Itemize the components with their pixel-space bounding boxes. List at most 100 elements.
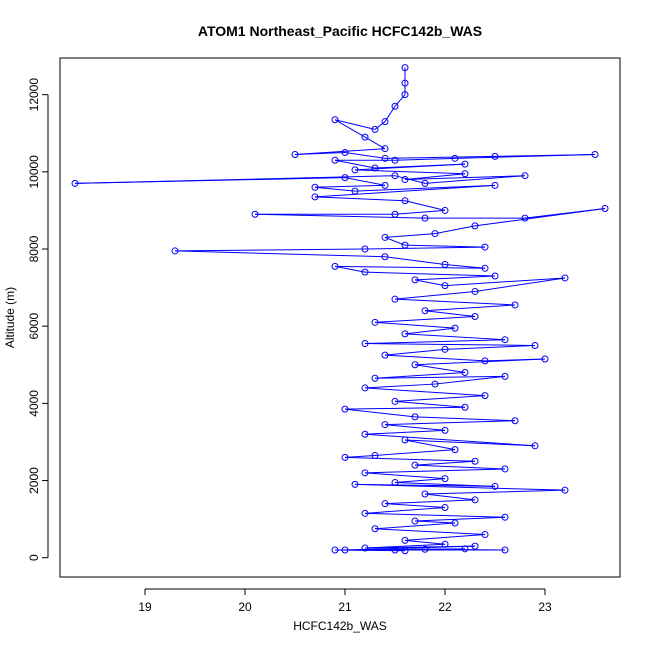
data-point xyxy=(431,380,439,388)
data-point xyxy=(491,152,499,160)
series-line-segment xyxy=(364,429,446,435)
series-line-segment xyxy=(404,244,486,248)
data-point xyxy=(511,301,519,309)
series-line-segment xyxy=(314,196,406,202)
data-point xyxy=(341,174,349,182)
data-point xyxy=(411,361,419,369)
data-point xyxy=(391,295,399,303)
data-point xyxy=(461,545,469,553)
data-point xyxy=(331,262,339,270)
y-tick-label: 12000 xyxy=(27,78,41,112)
series-line-segment xyxy=(364,136,386,150)
series-line-segment xyxy=(334,549,406,552)
y-tick-label: 8000 xyxy=(27,235,41,262)
data-point xyxy=(401,79,409,87)
data-point xyxy=(401,64,409,72)
y-tick-label: 6000 xyxy=(27,313,41,340)
data-point xyxy=(441,475,449,483)
series-line-segment xyxy=(294,152,346,155)
series-line-segment xyxy=(384,424,446,431)
data-point xyxy=(521,172,529,180)
series-line-segment xyxy=(344,408,416,418)
data-point xyxy=(411,461,419,469)
series-line-segment xyxy=(364,246,486,250)
data-point xyxy=(501,546,509,554)
series-line-segment xyxy=(364,472,446,480)
data-point xyxy=(171,247,179,255)
series-line-segment xyxy=(394,478,446,483)
data-point xyxy=(441,345,449,353)
data-point xyxy=(381,145,389,153)
series-line-segment xyxy=(474,207,606,227)
data-series xyxy=(71,64,609,555)
data-point xyxy=(331,156,339,164)
series-line-segment xyxy=(414,464,506,470)
data-point xyxy=(561,486,569,494)
data-point xyxy=(381,181,389,189)
series-line-segment xyxy=(344,177,386,186)
series-line-segment xyxy=(364,387,486,397)
data-point xyxy=(401,547,409,555)
data-point xyxy=(481,243,489,251)
series-line-segment xyxy=(384,233,436,238)
y-tick-label: 2000 xyxy=(27,467,41,494)
data-point xyxy=(391,546,399,554)
series-line-segment xyxy=(404,327,456,335)
data-point xyxy=(441,260,449,268)
data-point xyxy=(471,542,479,550)
data-point xyxy=(361,430,369,438)
data-point xyxy=(521,214,529,222)
data-point xyxy=(371,451,379,459)
series-line-segment xyxy=(394,290,476,300)
data-point xyxy=(441,282,449,290)
data-point xyxy=(391,210,399,218)
data-point xyxy=(481,531,489,539)
series-line-segment xyxy=(314,184,386,188)
series-line-segment xyxy=(394,395,486,402)
data-point xyxy=(461,160,469,168)
data-point xyxy=(371,318,379,326)
series-line-segment xyxy=(354,184,496,192)
data-point xyxy=(331,546,339,554)
data-point xyxy=(361,245,369,253)
series-line-segment xyxy=(344,406,466,410)
data-point xyxy=(471,313,479,321)
data-point xyxy=(391,156,399,164)
series-line-segment xyxy=(314,184,496,198)
series-line-segment xyxy=(334,159,376,169)
series-line-segment xyxy=(384,236,406,246)
series-line-segment xyxy=(414,364,466,373)
data-point xyxy=(451,519,459,527)
series-line-segment xyxy=(374,522,456,530)
data-point xyxy=(401,176,409,184)
data-point xyxy=(411,276,419,284)
data-point xyxy=(371,374,379,382)
series-line-segment xyxy=(344,456,476,462)
series-line-segment xyxy=(404,200,446,211)
data-point xyxy=(341,405,349,413)
series-line-segment xyxy=(374,375,506,379)
series-line-segment xyxy=(414,416,516,422)
series-line-segment xyxy=(444,263,486,269)
series-line-segment xyxy=(334,265,366,273)
series-line-segment xyxy=(444,344,536,350)
data-point xyxy=(501,513,509,521)
series-line-segment xyxy=(384,348,446,356)
series-line-segment xyxy=(414,520,456,524)
series-line-segment xyxy=(404,539,446,545)
data-point xyxy=(401,330,409,338)
data-point xyxy=(401,91,409,99)
data-point xyxy=(361,384,369,392)
data-point xyxy=(531,442,539,450)
data-point xyxy=(421,307,429,315)
series-line-segment xyxy=(364,343,536,346)
data-point xyxy=(481,264,489,272)
data-point xyxy=(471,287,479,295)
data-point xyxy=(401,436,409,444)
data-point xyxy=(421,545,429,553)
y-axis-label: Altitude (m) xyxy=(3,287,17,348)
data-point xyxy=(461,368,469,376)
data-point xyxy=(391,172,399,180)
data-point xyxy=(481,392,489,400)
